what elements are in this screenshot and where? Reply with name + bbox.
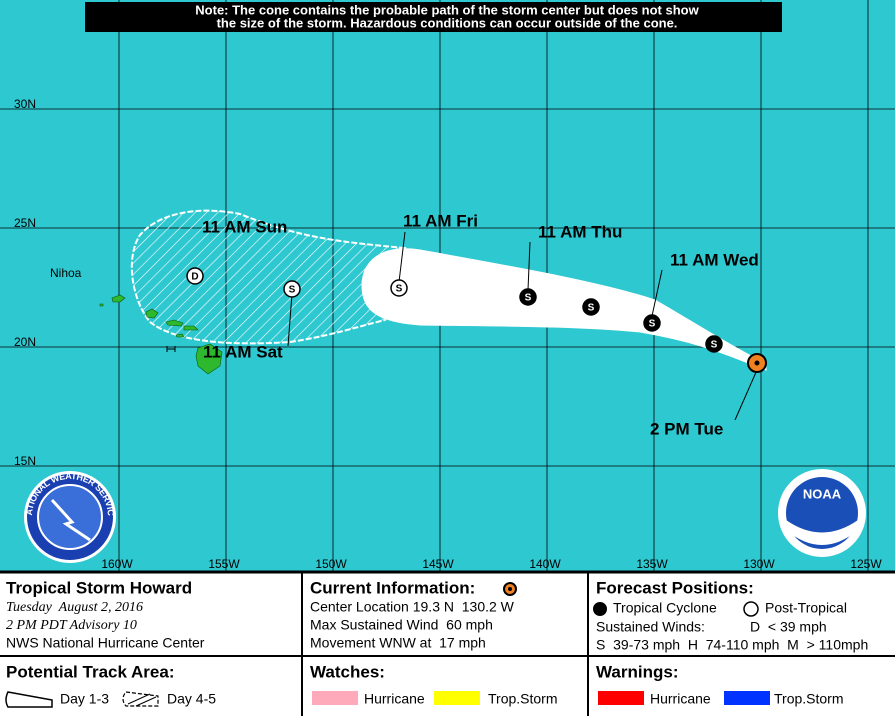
forecast-d: D < 39 mph	[750, 619, 827, 635]
watches-title: Watches:	[310, 662, 385, 681]
lon-label: 135W	[636, 557, 668, 571]
island-marker	[166, 346, 176, 352]
track-point	[643, 314, 661, 332]
current-movement: Movement WNW at 17 mph	[310, 635, 486, 651]
storm-date: Tuesday August 2, 2016	[6, 600, 143, 615]
forecast-title: Forecast Positions:	[596, 578, 754, 597]
watch-hurricane: Hurricane	[364, 691, 425, 707]
legend-swatch	[434, 691, 480, 705]
lon-label: 125W	[850, 557, 882, 571]
track: D S S S S S S 11 AM Sun 11 AM Fri 11 AM Thu 11 AM …	[186, 211, 767, 438]
legend-icon	[593, 602, 607, 616]
track-point	[283, 280, 301, 298]
logo-text: NOAA	[803, 486, 842, 501]
pointer-line	[398, 231, 406, 283]
cone-day13	[361, 248, 767, 371]
point-symbol: S	[711, 340, 718, 351]
islands	[99, 294, 223, 375]
note-box	[85, 2, 782, 32]
point-symbol: D	[191, 272, 198, 283]
cone-day45	[130, 209, 407, 345]
lon-label: 145W	[422, 557, 454, 571]
time-label: 11 AM Thu	[538, 222, 622, 241]
legend-swatch	[598, 691, 644, 705]
point-symbol: S	[289, 285, 296, 296]
current-title: Current Information:	[310, 578, 475, 597]
time-label: 2 PM Tue	[650, 419, 723, 438]
noaa-logo: NOAA	[778, 469, 866, 557]
forecast-tropical: Tropical Cyclone	[613, 600, 717, 616]
warning-hurricane: Hurricane	[650, 691, 711, 707]
lat-label: 30N	[14, 97, 36, 111]
lon-label: 130W	[743, 557, 775, 571]
storm-advisory: 2 PM PDT Advisory 10	[6, 618, 137, 633]
lon-label: 160W	[101, 557, 133, 571]
track-point	[519, 288, 537, 306]
lat-label: 25N	[14, 216, 36, 230]
time-label: 11 AM Sat	[203, 342, 283, 361]
point-symbol: S	[396, 284, 403, 295]
pointer-line	[527, 241, 531, 291]
lon-label: 155W	[208, 557, 240, 571]
point-symbol: S	[588, 303, 595, 314]
storm-center: NWS National Hurricane Center	[6, 635, 205, 651]
forecast-post: Post-Tropical	[765, 600, 847, 616]
track-point	[186, 267, 204, 285]
warning-storm: Trop.Storm	[774, 691, 844, 707]
storm-title: Tropical Storm Howard	[6, 578, 192, 597]
forecast-scale: S 39-73 mph H 74-110 mph M > 110mph	[596, 637, 868, 653]
time-label: 11 AM Fri	[403, 211, 478, 230]
grid: 30N 25N 20N 15N 160W 155W 150W 145W 140W 135W 130W…	[0, 0, 895, 572]
current-position-dot	[754, 360, 760, 366]
track-point	[705, 335, 723, 353]
track-point	[582, 298, 600, 316]
lon-label: 140W	[529, 557, 561, 571]
legend-swatch	[312, 691, 358, 705]
note-text: the size of the storm. Hazardous conditi…	[217, 15, 678, 30]
current-location: Center Location 19.3 N 130.2 W	[310, 599, 515, 615]
warnings-title: Warnings:	[596, 662, 678, 681]
lat-label: 20N	[14, 335, 36, 349]
time-label: 11 AM Sun	[202, 217, 287, 236]
track-point	[390, 279, 408, 297]
track-day13: Day 1-3	[60, 691, 109, 707]
track-title: Potential Track Area:	[6, 662, 175, 681]
note-text: Note: The cone contains the probable pat…	[195, 2, 699, 17]
forecast-winds: Sustained Winds:	[596, 619, 705, 635]
time-label: 11 AM Wed	[670, 250, 759, 269]
track-day45: Day 4-5	[167, 691, 216, 707]
legend-icon	[743, 601, 759, 617]
legend-swatch	[724, 691, 770, 705]
pointer-line	[287, 293, 293, 347]
lat-label: 15N	[14, 454, 36, 468]
point-symbol: S	[525, 293, 532, 304]
pointer-line	[651, 269, 663, 317]
point-symbol: S	[649, 319, 656, 330]
place-label: Nihoa	[50, 266, 82, 280]
current-wind: Max Sustained Wind 60 mph	[310, 617, 493, 633]
watch-storm: Trop.Storm	[488, 691, 558, 707]
pointer-line	[734, 369, 758, 421]
legend-icon	[5, 691, 53, 708]
lon-label: 150W	[315, 557, 347, 571]
